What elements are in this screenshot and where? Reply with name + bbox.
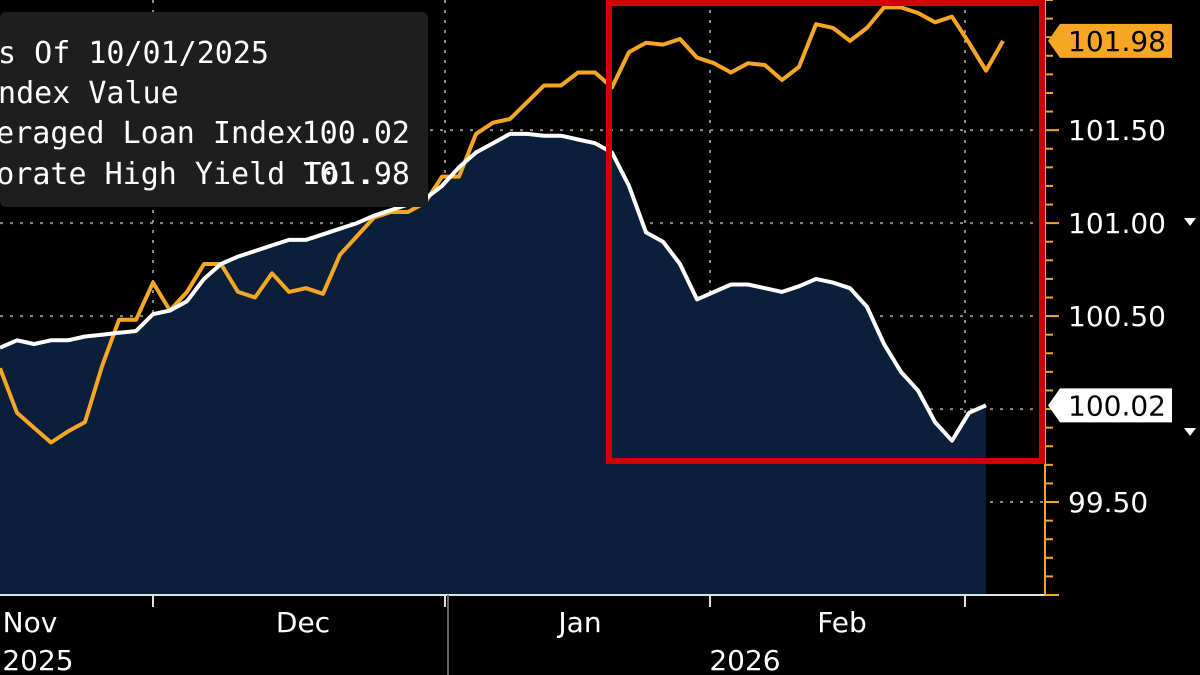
x-axis-labels: Nov Dec Jan Feb 2025 2026 [2,606,866,675]
axis-scale-markers [1184,218,1196,436]
legend-entry-hy-name: Corporate High Yield To... [0,157,394,192]
hy-last-value-tag: 101.98 [1048,23,1172,58]
x-month-label: Dec [276,606,330,639]
legend-entry-loan-name: Leveraged Loan Index ... [0,116,375,151]
loan-last-value: 100.02 [1068,389,1166,422]
y-tick-label: 99.50 [1068,486,1148,519]
x-month-label: Jan [556,606,601,639]
legend-as-of: As Of 10/01/2025 [0,36,269,71]
x-year-label: 2025 [2,644,73,675]
legend-box: As Of 10/01/2025 Index Value Leveraged L… [0,12,428,207]
legend-entry-loan-value: 100.02 [302,116,410,151]
y-tick-label: 101.50 [1068,114,1166,147]
y-tick-label: 100.50 [1068,300,1166,333]
x-month-label: Nov [3,606,58,639]
loan-index-area [0,133,986,595]
loan-index-line [0,131,987,443]
x-year-label: 2026 [709,644,780,675]
x-month-label: Feb [817,606,867,639]
hy-last-value: 101.98 [1068,25,1166,58]
legend-entry-hy-value: 101.98 [302,157,410,192]
scale-marker [1184,428,1196,436]
high-yield-line [0,5,1005,445]
legend-subtitle: Index Value [0,76,179,111]
legend-text-group: As Of 10/01/2025 Index Value Leveraged L… [0,36,410,192]
highlight-box [606,0,1045,464]
y-tick-label: 101.00 [1068,207,1166,240]
y-axis-ticks: 99.50 100.50 101.00 101.50 [1045,0,1166,596]
scale-marker [1184,218,1196,226]
loan-last-value-tag: 100.02 [1048,388,1172,423]
